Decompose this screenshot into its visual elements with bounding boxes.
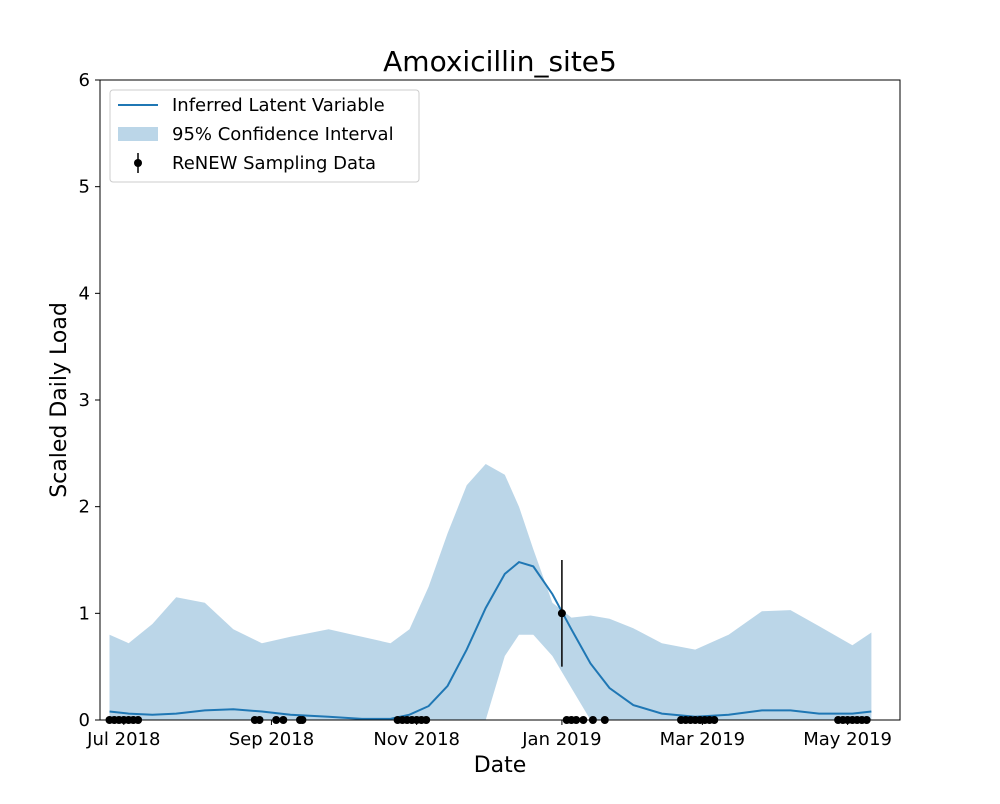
y-tick-label: 6 xyxy=(79,70,90,91)
plot-area xyxy=(105,464,872,724)
y-axis-label: Scaled Daily Load xyxy=(47,302,72,498)
y-tick-label: 4 xyxy=(79,283,90,304)
legend-box xyxy=(109,89,420,183)
legend-point-swatch xyxy=(134,159,142,167)
legend-entry-latent: Inferred Latent Variable xyxy=(172,95,385,116)
x-tick-label: Jul 2018 xyxy=(86,729,160,750)
y-tick-label: 3 xyxy=(79,390,90,411)
legend: Inferred Latent Variable 95% Confidence … xyxy=(109,89,420,183)
legend-entry-sampling: ReNEW Sampling Data xyxy=(172,153,376,174)
x-axis-label: Date xyxy=(474,753,527,778)
y-tick-label: 0 xyxy=(79,710,90,731)
y-tick-label: 5 xyxy=(79,177,90,198)
y-axis: 0 1 2 3 4 5 6 xyxy=(79,70,100,731)
x-axis: Jul 2018 Sep 2018 Nov 2018 Jan 2019 Mar 2019… xyxy=(86,720,892,750)
latent-variable-line xyxy=(109,560,872,720)
legend-entry-confidence: 95% Confidence Interval xyxy=(172,124,394,145)
x-tick-label: Nov 2018 xyxy=(373,729,460,750)
x-tick-label: Jan 2019 xyxy=(521,729,601,750)
y-tick-label: 1 xyxy=(79,603,90,624)
sample-point xyxy=(557,609,566,618)
legend-band-swatch xyxy=(118,127,158,141)
y-tick-label: 2 xyxy=(79,497,90,518)
x-tick-label: Mar 2019 xyxy=(660,729,746,750)
x-tick-label: Sep 2018 xyxy=(229,729,314,750)
x-tick-label: May 2019 xyxy=(803,729,892,750)
chart-title: Amoxicillin_site5 xyxy=(383,45,617,78)
confidence-band xyxy=(109,464,872,720)
